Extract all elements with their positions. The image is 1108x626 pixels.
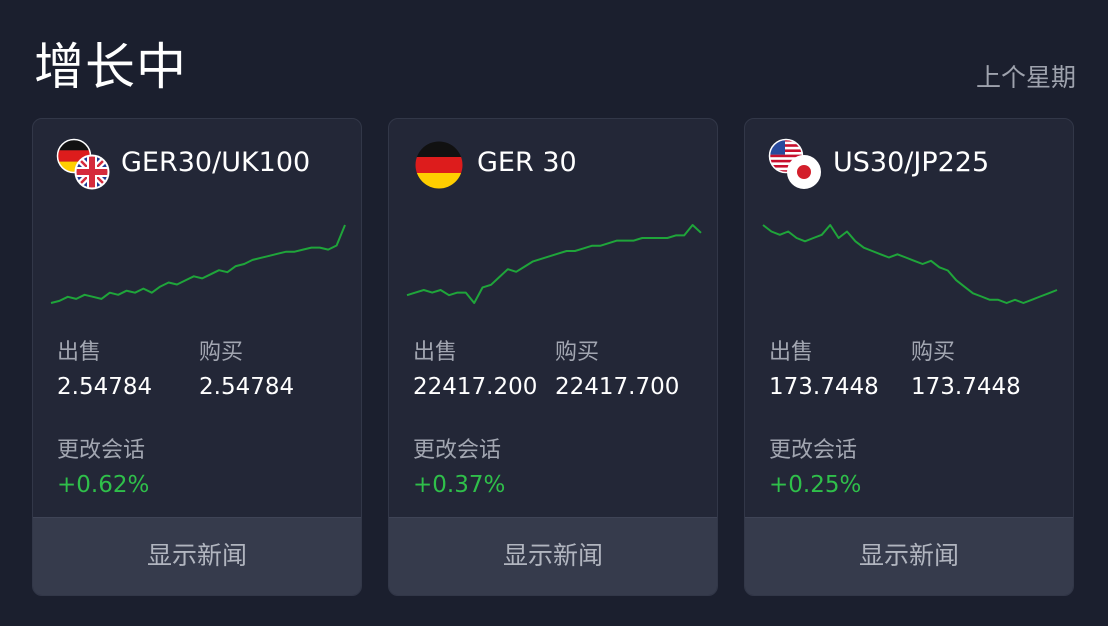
sell-quote: 出售 22417.200 [413, 339, 537, 405]
instrument-card[interactable]: US30/JP225 出售 173.7448 购买 173.7448 更改会话 … [744, 118, 1074, 596]
uk-flag-icon [74, 154, 110, 190]
sparkline-line [50, 224, 346, 304]
sell-quote: 出售 2.54784 [57, 339, 152, 405]
sell-price: 173.7448 [769, 374, 879, 400]
change-value: +0.62% [57, 472, 150, 498]
sell-label: 出售 [413, 340, 458, 365]
price-sparkline [406, 224, 702, 304]
session-change: 更改会话 +0.37% [413, 437, 505, 503]
period-selector[interactable]: 上个星期 [975, 63, 1076, 92]
session-change: 更改会话 +0.62% [57, 437, 149, 503]
instrument-flags [768, 138, 823, 191]
sparkline-line [406, 224, 702, 304]
instrument-name: GER30/UK100 [121, 147, 311, 178]
buy-price: 22417.700 [555, 374, 680, 400]
japan-flag-icon [787, 155, 821, 189]
buy-quote: 购买 173.7448 [911, 339, 1021, 405]
sell-quote: 出售 173.7448 [769, 339, 879, 405]
buy-label: 购买 [911, 340, 956, 365]
price-sparkline [762, 224, 1058, 304]
buy-price: 2.54784 [199, 374, 295, 400]
instrument-card[interactable]: GER30/UK100 出售 2.54784 购买 2.54784 更改会话 +… [32, 118, 362, 596]
show-news-button[interactable]: 显示新闻 [33, 517, 361, 595]
buy-quote: 购买 2.54784 [199, 339, 294, 405]
sell-label: 出售 [57, 340, 102, 365]
change-label: 更改会话 [57, 438, 146, 463]
change-label: 更改会话 [769, 438, 858, 463]
change-label: 更改会话 [413, 438, 502, 463]
germany-flag-icon [415, 141, 463, 189]
instrument-name: US30/JP225 [833, 147, 990, 178]
instrument-flags [413, 139, 467, 191]
buy-label: 购买 [199, 340, 244, 365]
sell-price: 2.54784 [57, 374, 153, 400]
instrument-card[interactable]: GER 30 出售 22417.200 购买 22417.700 更改会话 +0… [388, 118, 718, 596]
change-value: +0.37% [413, 472, 506, 498]
change-value: +0.25% [769, 472, 862, 498]
instrument-cards: GER30/UK100 出售 2.54784 购买 2.54784 更改会话 +… [32, 118, 1076, 598]
usa-flag-icon [768, 138, 804, 174]
instrument-name: GER 30 [477, 147, 577, 178]
instrument-flags [56, 138, 111, 191]
show-news-button[interactable]: 显示新闻 [389, 517, 717, 595]
show-news-button[interactable]: 显示新闻 [745, 517, 1073, 595]
sell-label: 出售 [769, 340, 814, 365]
sparkline-line [762, 224, 1058, 304]
sell-price: 22417.200 [413, 374, 538, 400]
buy-price: 173.7448 [911, 374, 1021, 400]
session-change: 更改会话 +0.25% [769, 437, 861, 503]
header: 增长中 上个星期 [34, 32, 1076, 102]
page-title: 增长中 [34, 38, 187, 96]
buy-quote: 购买 22417.700 [555, 339, 679, 405]
price-sparkline [50, 224, 346, 304]
buy-label: 购买 [555, 340, 600, 365]
